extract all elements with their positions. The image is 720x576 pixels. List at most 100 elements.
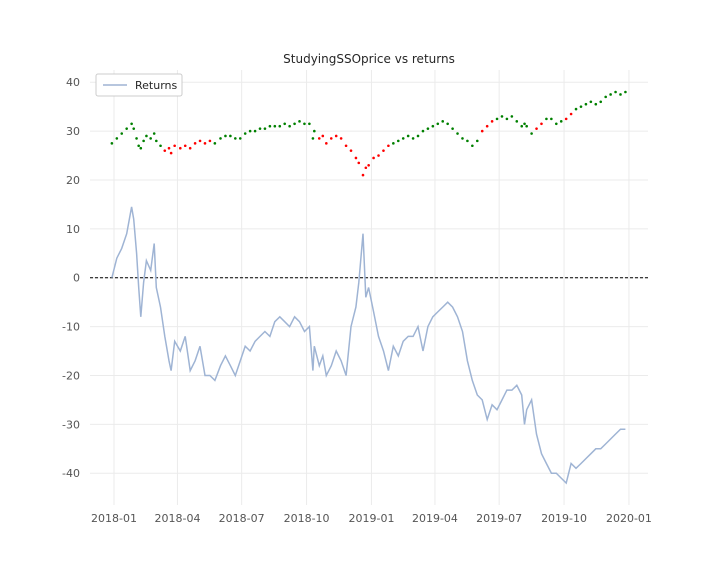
price-point [490, 120, 494, 123]
price-point [604, 95, 607, 99]
price-point [559, 120, 563, 123]
legend-label: Returns [135, 79, 178, 92]
price-point [372, 156, 375, 160]
y-tick-label: 10 [66, 223, 80, 236]
price-point [311, 137, 315, 140]
price-point [208, 139, 212, 143]
price-point [554, 122, 558, 126]
price-point [485, 124, 489, 128]
price-point [238, 137, 242, 140]
price-point [377, 154, 380, 157]
price-point [183, 144, 187, 148]
price-point [349, 149, 353, 152]
price-point [229, 134, 232, 138]
price-point [152, 132, 156, 135]
price-point [253, 129, 257, 133]
y-tick-label: 20 [66, 174, 80, 187]
y-tick-label: -20 [62, 369, 80, 382]
x-tick-label: 2019-07 [476, 512, 522, 525]
price-point [344, 144, 348, 148]
price-point [163, 149, 167, 152]
y-tick-label: 30 [66, 125, 80, 138]
price-point [579, 105, 583, 108]
price-point [574, 107, 578, 111]
price-point [550, 117, 553, 121]
legend-box [95, 73, 183, 97]
price-point [132, 127, 136, 130]
price-point [540, 122, 543, 126]
price-point [510, 115, 514, 118]
price-point [401, 137, 405, 140]
price-point [145, 134, 148, 138]
price-point [213, 142, 217, 145]
price-point [466, 139, 469, 143]
price-point [193, 142, 197, 145]
price-point [624, 90, 627, 94]
price-point [614, 90, 617, 94]
price-point [329, 137, 333, 140]
price-point [198, 139, 202, 143]
price-point [461, 137, 464, 140]
price-point [364, 166, 368, 170]
price-point [155, 139, 158, 143]
x-tick-label: 2018-01 [91, 512, 137, 525]
price-point [139, 146, 143, 150]
returns-line [111, 206, 626, 485]
price-point [456, 132, 459, 135]
price-point [525, 124, 528, 128]
price-point [523, 122, 526, 126]
returns-series [111, 206, 626, 485]
price-point [421, 129, 425, 133]
chart-title: StudyingSSOprice vs returns [283, 52, 455, 66]
price-point [387, 144, 390, 148]
price-point [619, 93, 622, 96]
price-point [224, 134, 227, 138]
y-tick-label: -30 [62, 418, 80, 431]
price-point [120, 132, 124, 135]
price-point [357, 161, 361, 165]
price-point [317, 137, 321, 140]
price-point [159, 144, 162, 148]
price-point [298, 120, 301, 123]
price-point [313, 129, 316, 133]
price-point [125, 127, 128, 130]
price-point [263, 127, 267, 130]
price-point [115, 137, 119, 140]
price-point [475, 139, 479, 143]
y-tick-label: -40 [62, 467, 80, 480]
price-point [520, 124, 524, 128]
price-point [203, 142, 207, 145]
price-point [471, 144, 474, 148]
price-point [451, 127, 454, 130]
price-point [589, 100, 593, 104]
price-point [110, 142, 114, 145]
price-point [137, 144, 140, 148]
price-point [354, 156, 358, 160]
x-tick-label: 2019-04 [412, 512, 458, 525]
price-point [325, 142, 328, 145]
x-tick-label: 2019-10 [541, 512, 587, 525]
price-point [167, 146, 171, 150]
price-point [535, 127, 538, 130]
y-tick-label: 40 [66, 76, 80, 89]
price-point [392, 142, 395, 145]
price-point [480, 129, 484, 133]
price-point [248, 129, 252, 133]
price-point [283, 122, 287, 126]
price-point [500, 115, 504, 118]
y-axis: 40 30 20 10 0 -10 -20 -30 -40 [62, 76, 80, 480]
price-point [268, 124, 272, 128]
y-tick-label: -10 [62, 321, 80, 334]
price-point [135, 137, 138, 140]
price-point [609, 93, 612, 96]
x-axis: 2018-01 2018-04 2018-07 2018-10 2019-01 2019-… [91, 512, 652, 525]
price-point [426, 127, 430, 130]
price-point [361, 173, 365, 177]
price-point [431, 124, 435, 128]
price-point [416, 134, 420, 138]
price-point [446, 122, 449, 126]
price-point [594, 102, 598, 106]
x-tick-label: 2019-01 [348, 512, 394, 525]
price-point [188, 146, 192, 150]
